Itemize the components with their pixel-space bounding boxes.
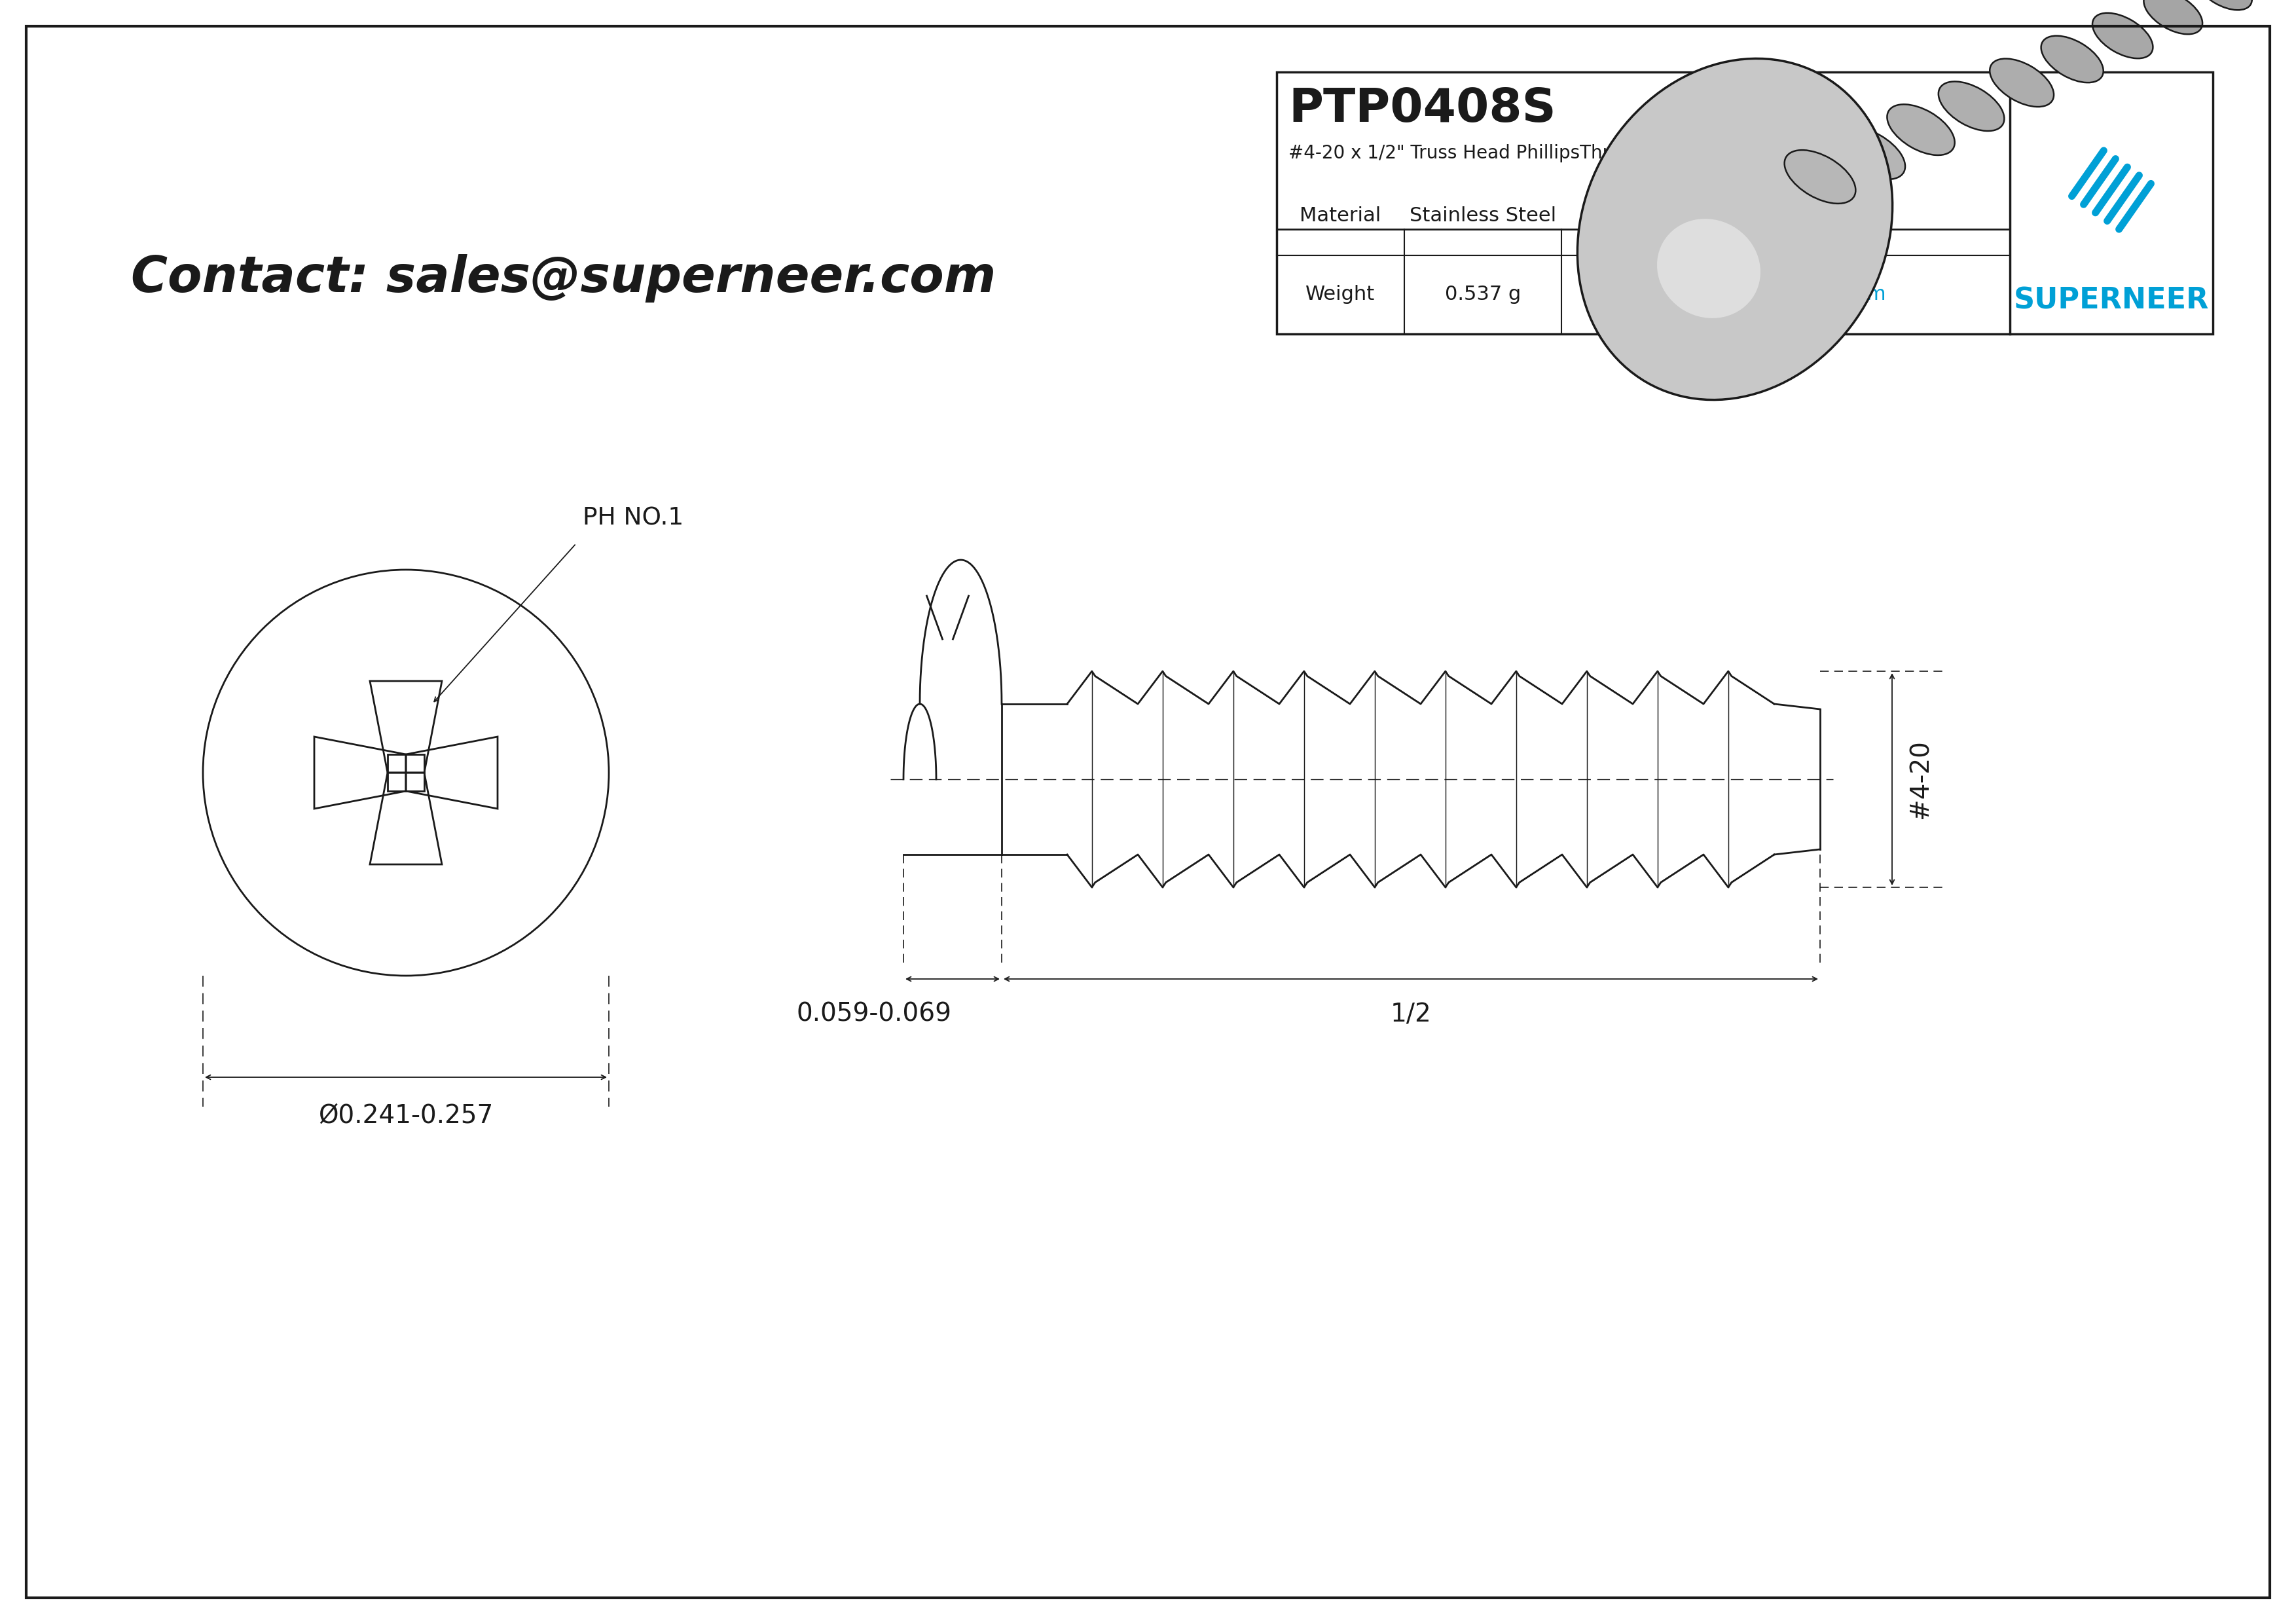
Text: Finish: Finish — [1580, 206, 1637, 226]
Text: www.superneer.com: www.superneer.com — [1685, 286, 1887, 304]
Ellipse shape — [1887, 104, 1954, 156]
Ellipse shape — [1577, 58, 1892, 400]
Bar — [1277, 71, 2213, 335]
Text: PTP0408S: PTP0408S — [1288, 86, 1557, 132]
Text: Ø0.241-0.257: Ø0.241-0.257 — [319, 1103, 494, 1129]
Ellipse shape — [2195, 0, 2252, 10]
Ellipse shape — [1991, 58, 2055, 107]
Ellipse shape — [1938, 81, 2004, 132]
Text: #4-20: #4-20 — [1908, 739, 1933, 818]
Text: Material: Material — [1300, 206, 1382, 226]
Text: #4-20 x 1/2" Truss Head PhillipsThread Forming  Screws for Plastic: #4-20 x 1/2" Truss Head PhillipsThread F… — [1288, 145, 1894, 162]
Text: Passivation: Passivation — [1777, 206, 1890, 226]
Text: Stainless Steel: Stainless Steel — [1410, 206, 1557, 226]
Text: SUPERNEER: SUPERNEER — [2014, 286, 2209, 315]
Ellipse shape — [2092, 13, 2154, 58]
Text: Weight: Weight — [1306, 286, 1375, 304]
Ellipse shape — [1658, 219, 1761, 318]
Ellipse shape — [2041, 36, 2103, 83]
Ellipse shape — [1837, 127, 1906, 179]
Text: 0.537 g: 0.537 g — [1444, 286, 1520, 304]
Text: 0.059-0.069: 0.059-0.069 — [797, 1002, 951, 1026]
Text: Contact: sales@superneer.com: Contact: sales@superneer.com — [131, 253, 996, 302]
Text: 1/2: 1/2 — [1391, 1002, 1430, 1026]
Ellipse shape — [1784, 149, 1855, 203]
Text: PH NO.1: PH NO.1 — [583, 507, 684, 531]
Ellipse shape — [2144, 0, 2202, 34]
